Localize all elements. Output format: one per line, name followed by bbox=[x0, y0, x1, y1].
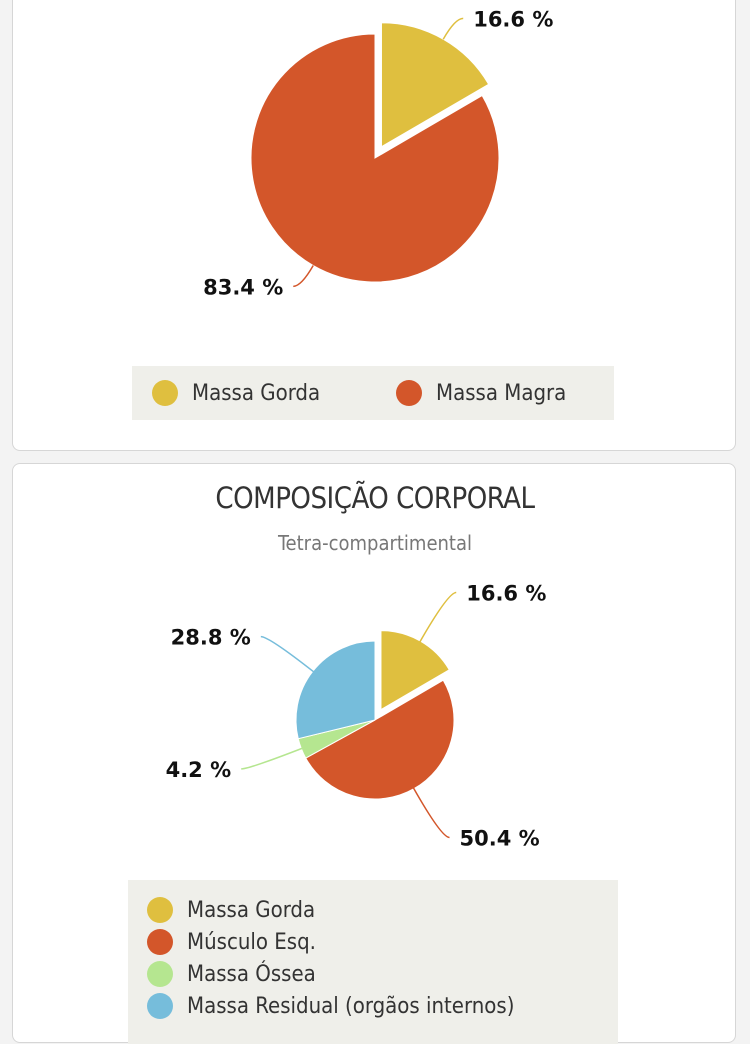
legend-item-massa-magra[interactable]: Massa Magra bbox=[396, 366, 566, 420]
legend-swatch-massa-ossea bbox=[147, 961, 173, 987]
chart-title: COMPOSIÇÃO CORPORAL bbox=[215, 481, 535, 515]
legend-swatch-massa-residual bbox=[147, 993, 173, 1019]
legend-swatch-musculo-esq bbox=[147, 929, 173, 955]
legend-item-musculo-esq[interactable]: Músculo Esq. bbox=[128, 926, 618, 958]
legend-item-massa-gorda[interactable]: Massa Gorda bbox=[152, 366, 320, 420]
legend-label: Músculo Esq. bbox=[187, 929, 316, 955]
legend-swatch-massa-magra bbox=[396, 380, 422, 406]
leader-line-massa-residual-orgaos-internos bbox=[260, 635, 315, 673]
body-composition-card-2: COMPOSIÇÃO CORPORAL Tetra-compartimental… bbox=[12, 463, 736, 1044]
leader-line-massa-magra bbox=[293, 265, 314, 288]
legend-label: Massa Óssea bbox=[187, 961, 316, 987]
legend-swatch-massa-gorda bbox=[152, 380, 178, 406]
legend-item-massa-residual[interactable]: Massa Residual (orgãos internos) bbox=[128, 990, 618, 1022]
data-label-massa-magra: 83.4 % bbox=[203, 275, 283, 299]
legend-tetra-compartimental: Massa Gorda Músculo Esq. Massa Óssea Mas… bbox=[128, 880, 618, 1044]
data-label-massa-gorda: 16.6 % bbox=[473, 7, 553, 31]
legend-item-massa-ossea[interactable]: Massa Óssea bbox=[128, 958, 618, 990]
leader-line-massa-gorda bbox=[442, 17, 464, 40]
leader-line-massa-gorda bbox=[419, 591, 457, 643]
data-label-musculo-esq: 50.4 % bbox=[460, 826, 540, 850]
legend-label: Massa Magra bbox=[436, 380, 567, 406]
body-composition-card-1: 16.6 % 83.4 % Massa Gorda Massa Magra bbox=[12, 0, 736, 451]
data-label-massa-gorda: 16.6 % bbox=[466, 582, 546, 606]
data-label-massa-residual-orgaos-internos: 28.8 % bbox=[171, 626, 251, 650]
legend-label: Massa Gorda bbox=[187, 897, 316, 923]
legend-label: Massa Residual (orgãos internos) bbox=[187, 993, 515, 1019]
pie-chart-tetra-compartimental: 16.6 % 50.4 % 4.2 % 28.8 % bbox=[166, 582, 547, 851]
chart-subtitle: Tetra-compartimental bbox=[277, 531, 473, 555]
legend-label: Massa Gorda bbox=[192, 380, 321, 406]
pie-slice-massa-magra[interactable] bbox=[250, 33, 500, 283]
legend-item-massa-gorda[interactable]: Massa Gorda bbox=[128, 894, 618, 926]
leader-line-massa-ossea bbox=[241, 747, 303, 770]
leader-line-musculo-esq bbox=[412, 787, 450, 839]
legend-swatch-massa-gorda bbox=[147, 897, 173, 923]
data-label-massa-ossea: 4.2 % bbox=[166, 758, 232, 782]
legend-fat-lean: Massa Gorda Massa Magra bbox=[132, 366, 614, 420]
pie-chart-fat-lean: 16.6 % 83.4 % bbox=[203, 7, 553, 299]
